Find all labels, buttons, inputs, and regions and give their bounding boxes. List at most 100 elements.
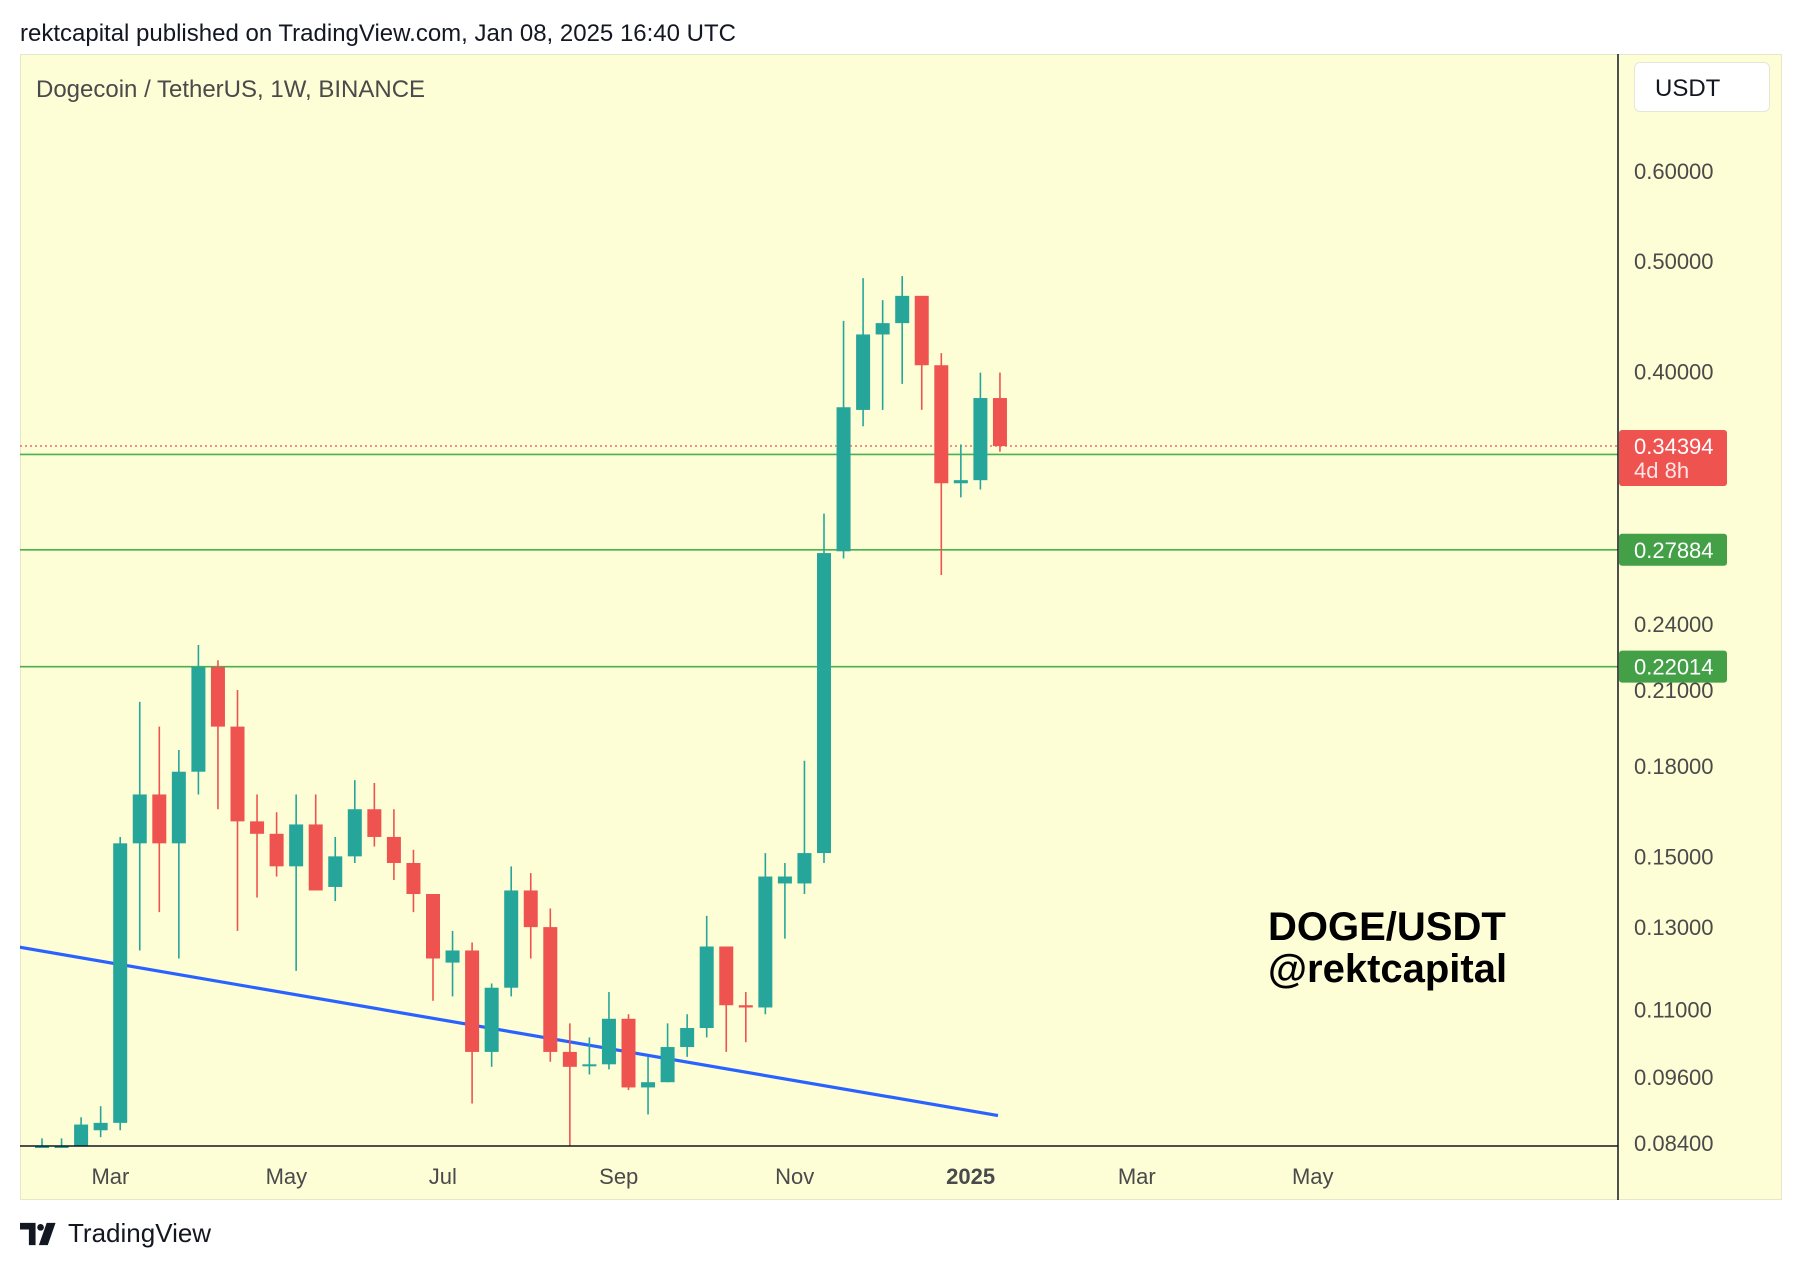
level-badge-bg	[1619, 650, 1727, 683]
candle-body	[132, 794, 147, 844]
candles	[35, 276, 1007, 1148]
candle-body	[719, 946, 734, 1006]
candle-body	[601, 1018, 616, 1065]
candle-body	[738, 1005, 753, 1008]
candle-48	[973, 372, 988, 490]
candle-body	[895, 295, 910, 324]
candle-49	[992, 372, 1007, 452]
price-tick-label-7: 0.15000	[1634, 844, 1714, 869]
candle-16	[347, 780, 362, 863]
candle-31	[641, 1056, 656, 1115]
candle-2	[74, 1117, 89, 1146]
time-tick-label-7: May	[1292, 1164, 1334, 1189]
price-tick-label-6: 0.18000	[1634, 754, 1714, 779]
candle-13	[289, 794, 304, 971]
candle-39	[797, 760, 812, 895]
time-tick-label-5: 2025	[946, 1164, 995, 1189]
candle-body	[152, 794, 167, 844]
candle-body	[328, 856, 343, 887]
candle-body	[210, 666, 225, 727]
time-tick-label-2: Jul	[429, 1164, 457, 1189]
candle-20	[426, 894, 440, 1001]
time-tick-label-1: May	[266, 1164, 308, 1189]
candle-44	[895, 276, 910, 384]
candle-body	[562, 1051, 577, 1067]
candle-25	[523, 873, 538, 959]
candle-26	[543, 908, 558, 1062]
candle-body	[836, 407, 851, 552]
currency-selector[interactable]: USDT	[1634, 62, 1770, 112]
published-line: rektcapital published on TradingView.com…	[20, 20, 736, 47]
candle-19	[406, 849, 421, 913]
time-axis: Mar May Jul Sep Nov 2025 Mar May	[91, 1164, 1333, 1189]
candle-body	[504, 890, 519, 988]
candle-37	[758, 853, 773, 1015]
candle-6	[152, 726, 167, 913]
candle-32	[660, 1023, 675, 1083]
candle-5	[132, 701, 147, 951]
candle-body	[93, 1122, 108, 1131]
candle-body	[660, 1047, 675, 1083]
candle-body	[582, 1064, 597, 1067]
price-tick-label-1: 0.60000	[1634, 159, 1714, 184]
candle-33	[680, 1014, 695, 1057]
candle-body	[445, 950, 460, 963]
candle-18	[386, 809, 401, 880]
level-badge-label: 0.22014	[1634, 655, 1714, 680]
watermark-author: @rektcapital	[1268, 947, 1508, 991]
candle-body	[269, 833, 284, 867]
candle-body	[777, 876, 792, 884]
candle-body	[54, 1146, 69, 1148]
candle-17	[367, 782, 382, 847]
candle-10	[230, 689, 245, 931]
price-tick-label-9: 0.11000	[1634, 998, 1712, 1023]
candle-21	[445, 930, 460, 997]
candle-body	[347, 809, 362, 857]
currency-label: USDT	[1655, 75, 1721, 102]
last-price-badge-bg	[1619, 430, 1727, 487]
tradingview-logo-icon	[20, 1222, 56, 1245]
candle-body	[875, 323, 890, 335]
candle-46	[934, 353, 949, 575]
candle-43	[875, 300, 890, 410]
candle-body	[934, 365, 949, 484]
watermark-pair: DOGE/USDT	[1268, 905, 1506, 949]
candle-36	[738, 992, 753, 1043]
candle-body	[797, 853, 812, 884]
candlestick-chart[interactable]: 0.700000.600000.500000.400000.240000.210…	[20, 54, 1782, 1200]
watermark: DOGE/USDT @rektcapital	[1268, 906, 1507, 990]
symbol-title: Dogecoin / TetherUS, 1W, BINANCE	[36, 76, 426, 103]
candle-0	[35, 1138, 49, 1148]
candle-body	[953, 480, 968, 484]
chart-area[interactable]: 0.700000.600000.500000.400000.240000.210…	[20, 54, 1782, 1200]
candle-24	[504, 866, 519, 997]
tradingview-logo[interactable]: TradingView	[20, 1218, 211, 1249]
last-price-label: 0.34394	[1634, 434, 1714, 459]
candle-body	[308, 824, 323, 891]
candle-body	[699, 946, 714, 1029]
price-tick-label-10: 0.09600	[1634, 1065, 1714, 1090]
chart-background	[20, 54, 1782, 1200]
level-badge-1: 0.27884	[1619, 533, 1727, 566]
candle-body	[406, 862, 421, 895]
candle-body	[523, 890, 538, 928]
candle-14	[308, 794, 323, 891]
candle-22	[465, 942, 480, 1104]
candle-45	[914, 295, 929, 410]
tradingview-logo-text: TradingView	[68, 1218, 212, 1248]
time-tick-label-3: Sep	[599, 1164, 638, 1189]
candle-body	[914, 295, 929, 366]
price-axis: 0.700000.600000.500000.400000.240000.210…	[1634, 83, 1714, 1156]
candle-4	[113, 836, 128, 1131]
candle-40	[817, 513, 831, 863]
candle-15	[328, 836, 343, 902]
candle-body	[74, 1124, 89, 1146]
candle-body	[289, 824, 304, 867]
candle-23	[484, 983, 499, 1067]
price-tick-label-4: 0.24000	[1634, 612, 1714, 637]
candle-8	[191, 644, 206, 795]
candle-28	[582, 1037, 597, 1075]
candle-47	[953, 444, 968, 498]
